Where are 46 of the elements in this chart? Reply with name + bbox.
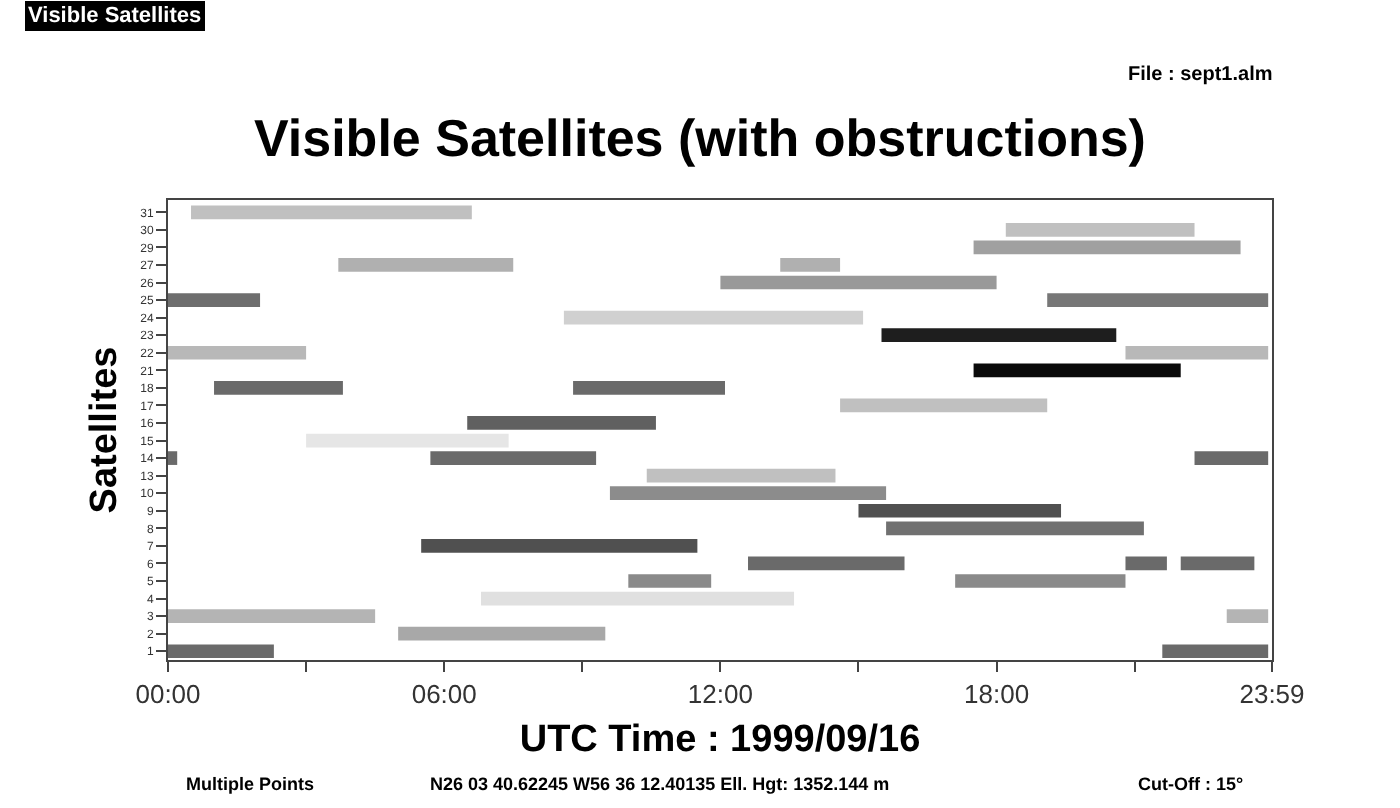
bar xyxy=(973,363,1181,378)
bar xyxy=(306,433,509,448)
bar xyxy=(467,416,656,430)
bar xyxy=(881,328,1117,343)
bar xyxy=(1047,293,1269,307)
bar xyxy=(628,574,712,588)
bar xyxy=(973,240,1241,255)
bar xyxy=(886,521,1144,536)
bar xyxy=(191,205,472,220)
text: Multiple Points xyxy=(186,774,314,794)
bar xyxy=(840,398,1048,413)
bar xyxy=(1162,644,1269,659)
bar xyxy=(720,275,997,290)
x-tick-label: 00:00 xyxy=(135,679,201,710)
bar xyxy=(1005,223,1195,237)
bar xyxy=(573,381,725,395)
y-axis-title: Satellites xyxy=(83,346,126,514)
bar xyxy=(1125,556,1167,571)
x-axis-title: UTC Time : 1999/09/16 xyxy=(519,718,921,761)
bar xyxy=(563,310,864,325)
text: Visible Satellites xyxy=(28,4,202,28)
bar xyxy=(609,486,887,501)
bar xyxy=(338,258,514,272)
text: N26 03 40.62245 W56 36 12.40135 Ell. Hgt: 1352.144 m xyxy=(430,774,890,794)
chart-title: Visible Satellites (with obstructions) xyxy=(254,107,1146,168)
bar xyxy=(1194,451,1269,465)
bar xyxy=(398,626,606,641)
x-tick-label: 12:00 xyxy=(687,679,753,710)
x-tick-label: 18:00 xyxy=(964,679,1030,710)
x-tick-label: 23:59 xyxy=(1239,679,1305,710)
bar xyxy=(168,345,307,360)
bar xyxy=(1226,609,1269,623)
bar xyxy=(168,609,376,623)
bar xyxy=(481,591,795,606)
bar xyxy=(430,451,597,465)
bar xyxy=(1125,345,1269,360)
text: Cut-Off : 15° xyxy=(1138,774,1244,794)
x-tick-label: 06:00 xyxy=(411,679,477,710)
bar xyxy=(646,468,836,483)
bar xyxy=(780,258,841,272)
bar xyxy=(858,503,1062,518)
text: File : sept1.alm xyxy=(1128,64,1273,86)
bar xyxy=(421,539,698,553)
bar xyxy=(168,293,261,307)
bar xyxy=(955,574,1126,588)
bar xyxy=(1180,556,1255,571)
